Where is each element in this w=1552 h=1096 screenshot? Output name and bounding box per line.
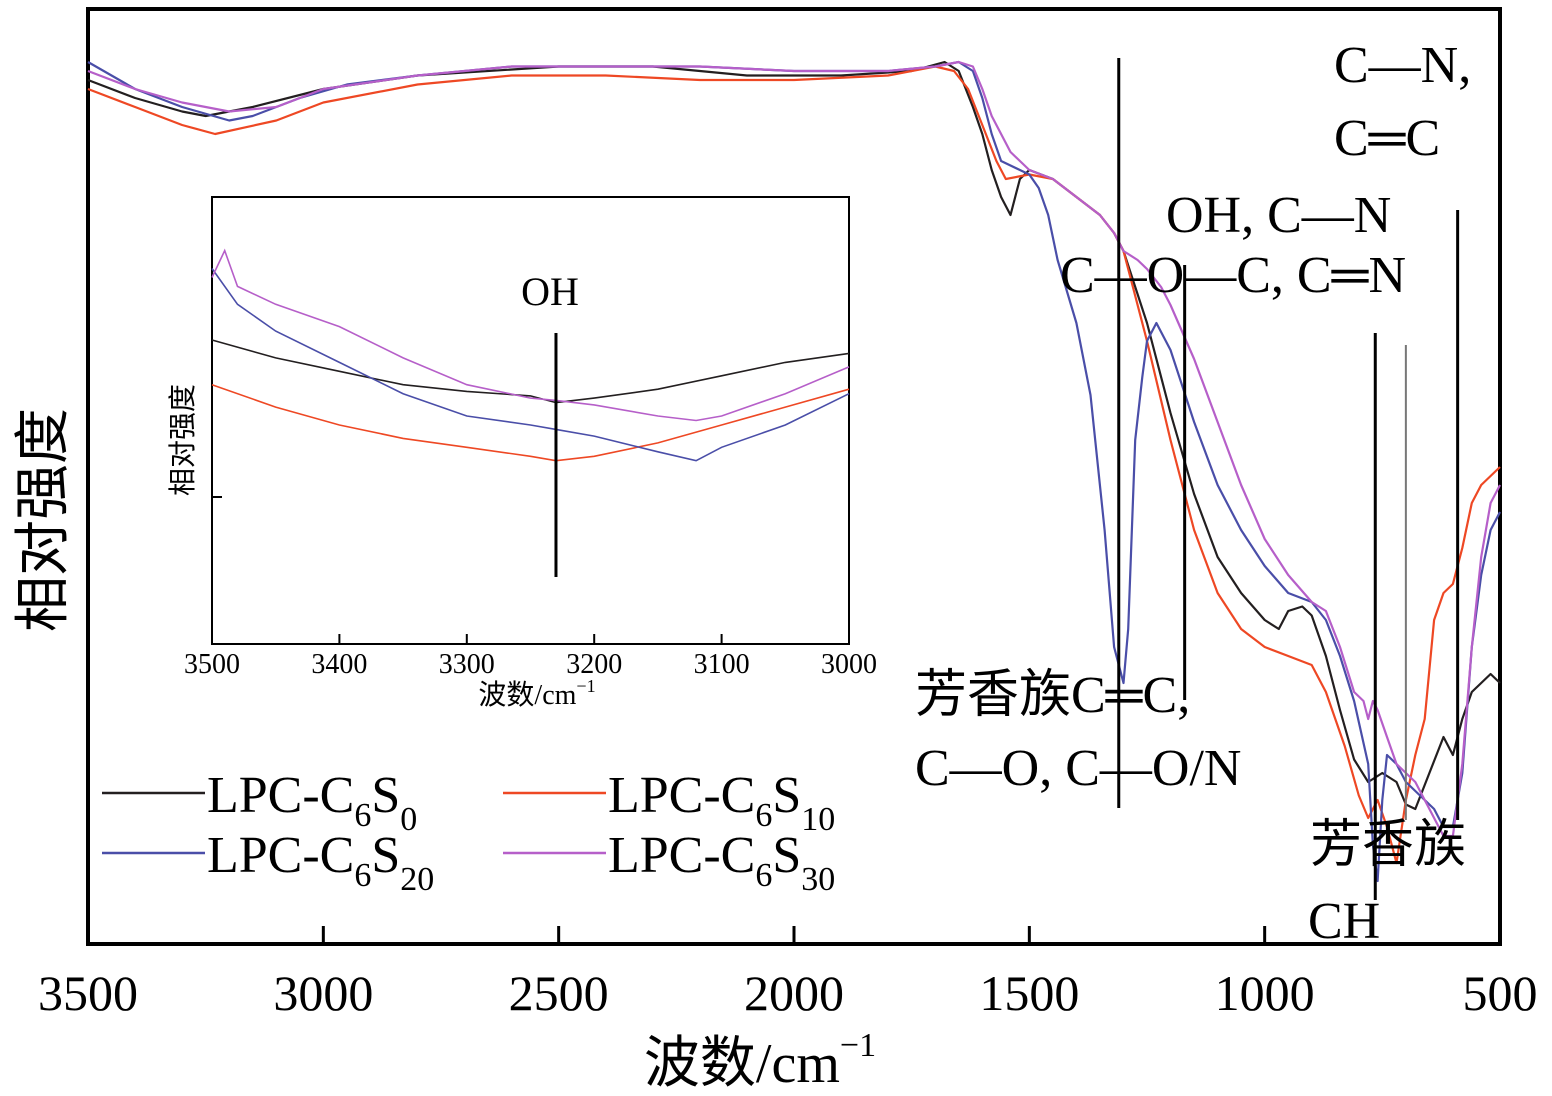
inset-chart: 3500 3400 3300 3200 3100 3000 OH 波数/cm−1 相对强度 xyxy=(167,196,877,711)
series-line-lpc-c6s10 xyxy=(87,65,1501,865)
series-line-lpc-c6s30 xyxy=(87,60,1501,838)
legend: LPC-C6S0 LPC-C6S10 LPC-C6S20 LPC-C6S30 xyxy=(102,767,835,898)
inset-y-axis-label: 相对强度 xyxy=(167,384,199,496)
x-tick-label: 1500 xyxy=(979,965,1079,1021)
y-axis-label: 相对强度 xyxy=(13,408,75,632)
inset-x-axis-label: 波数/cm−1 xyxy=(478,676,595,711)
legend-item-s0: LPC-C6S0 xyxy=(102,767,417,838)
x-tick-label: 2500 xyxy=(509,965,609,1021)
inset-oh-label: OH xyxy=(521,269,579,314)
legend-item-s30: LPC-C6S30 xyxy=(503,827,835,898)
inset-x-tick-label: 3400 xyxy=(311,649,367,680)
annotation-text: C—N, xyxy=(1334,37,1471,94)
inset-frame xyxy=(211,196,850,645)
legend-label: LPC-C6S20 xyxy=(207,827,434,898)
annotation-text: OH, C—N xyxy=(1166,187,1391,244)
inset-x-tick-label: 3000 xyxy=(821,649,877,680)
x-axis: 3500 3000 2500 2000 1500 1000 500 xyxy=(38,926,1538,1021)
series-line-lpc-c6s0 xyxy=(87,60,1501,811)
legend-label: LPC-C6S0 xyxy=(207,767,417,838)
annotation-text: 芳香族 xyxy=(1310,817,1466,874)
annotation-aromatic-cc: 芳香族C═C, C—O, C—O/N xyxy=(915,667,1241,797)
annotation-text: C—O, C—O/N xyxy=(915,740,1241,797)
legend-item-s20: LPC-C6S20 xyxy=(102,827,434,898)
x-tick-label: 3500 xyxy=(38,965,138,1021)
annotation-aromatic-ch: 芳香族 CH xyxy=(1308,817,1466,950)
x-axis-label: 波数/cm−1 xyxy=(644,1027,876,1095)
inset-series-line-lpc-c6s20 xyxy=(211,268,850,462)
inset-series-layer xyxy=(211,248,850,462)
inset-x-tick-label: 3300 xyxy=(439,649,495,680)
inset-x-tick-label: 3200 xyxy=(566,649,622,680)
x-tick-label: 2000 xyxy=(744,965,844,1021)
legend-label: LPC-C6S10 xyxy=(608,767,835,838)
inset-x-tick-label: 3500 xyxy=(184,649,240,680)
x-tick-label: 1000 xyxy=(1215,965,1315,1021)
marker-layer xyxy=(1117,58,1460,900)
annotation-oh-cn: OH, C—N C—O—C, C═N xyxy=(1060,187,1406,304)
inset-series-line-lpc-c6s10 xyxy=(211,383,850,462)
x-tick-label: 500 xyxy=(1463,965,1538,1021)
annotation-text: CH xyxy=(1308,893,1380,950)
annotation-text: C—O—C, C═N xyxy=(1060,247,1406,304)
inset-series-line-lpc-c6s30 xyxy=(211,248,850,422)
inset-x-axis: 3500 3400 3300 3200 3100 3000 xyxy=(184,634,877,680)
legend-label: LPC-C6S30 xyxy=(608,827,835,898)
annotation-text: C═C xyxy=(1334,110,1440,167)
x-tick-label: 3000 xyxy=(273,965,373,1021)
legend-item-s10: LPC-C6S10 xyxy=(503,767,835,838)
annotation-text: 芳香族C═C, xyxy=(915,667,1190,724)
inset-x-tick-label: 3100 xyxy=(694,649,750,680)
annotation-c-n-cc: C—N, C═C xyxy=(1334,37,1471,167)
